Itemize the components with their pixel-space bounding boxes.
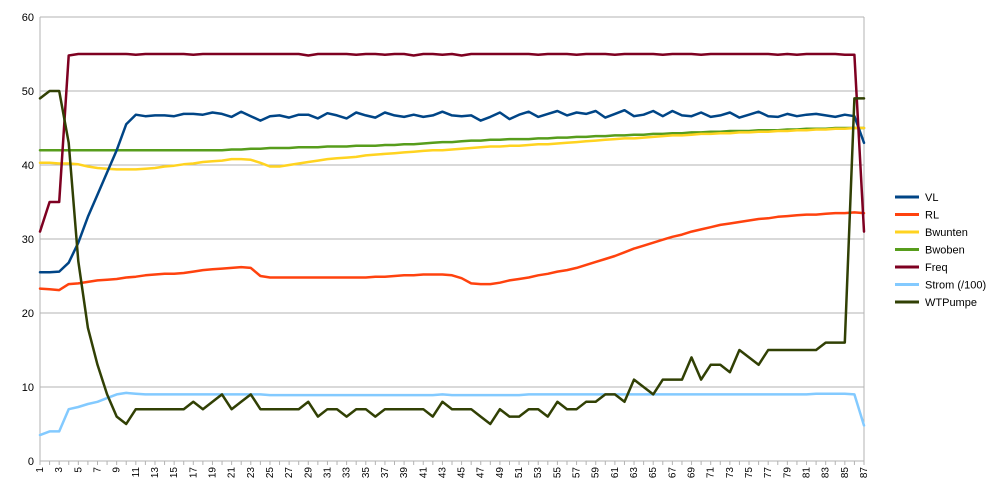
x-tick-label: 79 bbox=[782, 467, 793, 479]
x-tick-label: 23 bbox=[246, 467, 257, 479]
x-tick-label: 37 bbox=[380, 467, 391, 479]
x-tick-label: 85 bbox=[840, 467, 851, 479]
x-tick-label: 61 bbox=[610, 467, 621, 479]
x-tick-label: 3 bbox=[54, 467, 65, 473]
x-tick-label: 39 bbox=[399, 467, 410, 479]
y-tick-label: 60 bbox=[22, 12, 34, 24]
x-tick-label: 77 bbox=[763, 467, 774, 479]
series-line-freq bbox=[38, 52, 866, 233]
x-tick-label: 75 bbox=[744, 467, 755, 479]
x-tick-label: 59 bbox=[591, 467, 602, 479]
x-tick-label: 15 bbox=[169, 467, 180, 479]
x-tick-label: 31 bbox=[322, 467, 333, 479]
x-tick-label: 81 bbox=[802, 467, 813, 479]
x-tick-label: 73 bbox=[725, 467, 736, 479]
x-tick-label: 21 bbox=[227, 467, 238, 479]
legend-label: Strom (/100) bbox=[925, 280, 986, 292]
series-line-bwunten bbox=[38, 126, 866, 171]
x-tick-label: 87 bbox=[859, 467, 870, 479]
series-line-rl bbox=[38, 211, 866, 292]
x-tick-label: 67 bbox=[667, 467, 678, 479]
x-tick-label: 45 bbox=[457, 467, 468, 479]
x-tick-label: 17 bbox=[188, 467, 199, 479]
x-tick-label: 43 bbox=[437, 467, 448, 479]
x-axis-ticks: 1 3 5 7 9 11 13 15 17 19 21 23 25 27 29 31 33 35 37 39 41 43 4… bbox=[35, 461, 870, 478]
x-tick-label: 55 bbox=[552, 467, 563, 479]
series-line-strom-100 bbox=[38, 391, 866, 437]
y-tick-label: 20 bbox=[22, 308, 34, 320]
x-tick-label: 9 bbox=[112, 467, 123, 473]
legend-label: RL bbox=[925, 210, 939, 222]
legend-label: Bwunten bbox=[925, 227, 968, 239]
legend: VL RL Bwunten Bwoben Freq Strom (/100) WTPumpe bbox=[895, 192, 986, 309]
x-tick-label: 57 bbox=[572, 467, 583, 479]
x-tick-label: 27 bbox=[284, 467, 295, 479]
x-tick-label: 47 bbox=[476, 467, 487, 479]
x-tick-label: 65 bbox=[648, 467, 659, 479]
x-tick-label: 13 bbox=[150, 467, 161, 479]
legend-label: Bwoben bbox=[925, 245, 965, 257]
x-tick-label: 25 bbox=[265, 467, 276, 479]
series-line-bwoben bbox=[38, 126, 866, 152]
legend-label: Freq bbox=[925, 262, 948, 274]
y-axis-ticks: 0 10 20 30 40 50 60 bbox=[22, 12, 34, 468]
legend-label: VL bbox=[925, 192, 938, 204]
series-line-wtpumpe bbox=[38, 89, 866, 426]
x-tick-label: 1 bbox=[35, 467, 46, 473]
legend-label: WTPumpe bbox=[925, 297, 977, 309]
x-tick-label: 63 bbox=[629, 467, 640, 479]
y-tick-label: 30 bbox=[22, 234, 34, 246]
x-tick-label: 35 bbox=[361, 467, 372, 479]
y-tick-label: 10 bbox=[22, 382, 34, 394]
x-tick-label: 71 bbox=[706, 467, 717, 479]
series-lines bbox=[38, 52, 866, 437]
x-tick-label: 83 bbox=[821, 467, 832, 479]
x-tick-label: 53 bbox=[533, 467, 544, 479]
y-tick-label: 50 bbox=[22, 86, 34, 98]
x-tick-label: 41 bbox=[418, 467, 429, 479]
y-tick-label: 0 bbox=[28, 456, 34, 468]
x-tick-label: 69 bbox=[687, 467, 698, 479]
x-tick-label: 29 bbox=[303, 467, 314, 479]
x-tick-label: 5 bbox=[73, 467, 84, 473]
x-tick-label: 11 bbox=[131, 467, 142, 478]
x-tick-label: 7 bbox=[92, 467, 103, 473]
y-tick-label: 40 bbox=[22, 160, 34, 172]
x-tick-label: 33 bbox=[342, 467, 353, 479]
x-tick-label: 19 bbox=[207, 467, 218, 479]
x-tick-label: 51 bbox=[514, 467, 525, 479]
series-line-vl bbox=[38, 108, 866, 274]
x-tick-label: 49 bbox=[495, 467, 506, 479]
